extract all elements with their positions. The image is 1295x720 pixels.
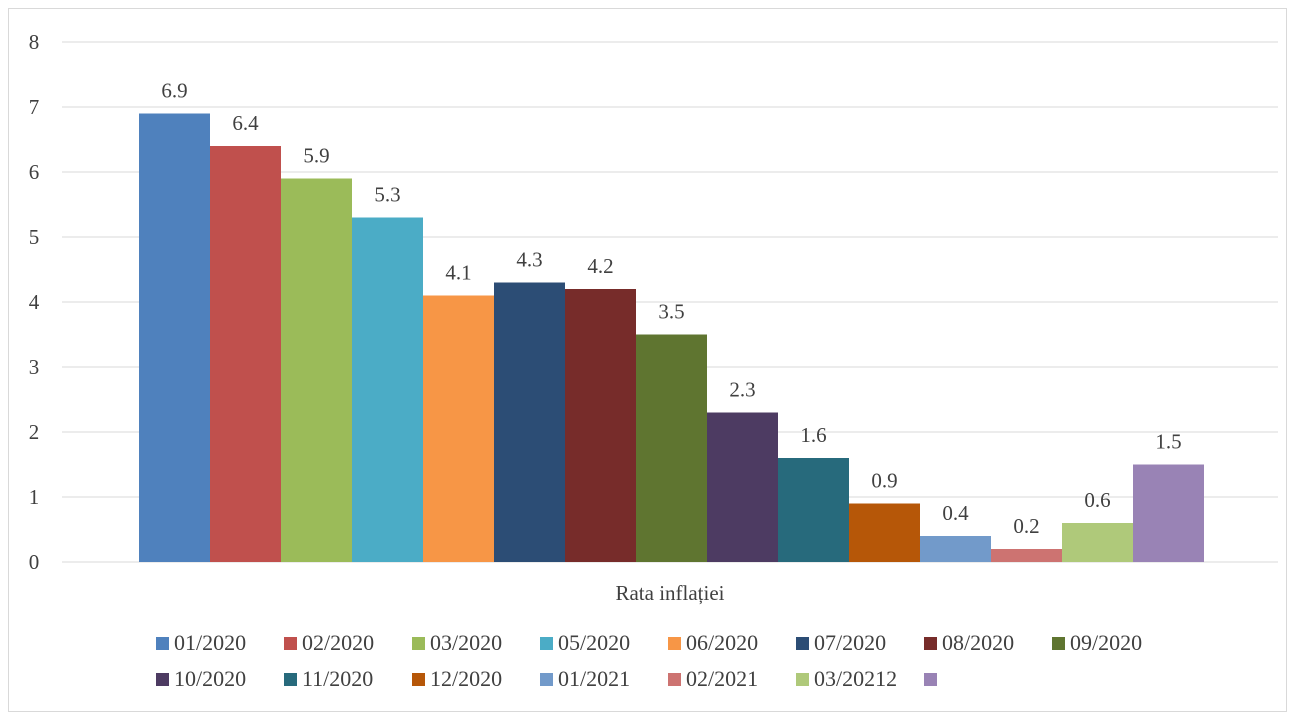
legend-item: 02/2020 <box>284 628 374 658</box>
y-tick-label: 3 <box>29 355 40 379</box>
legend-swatch <box>156 636 169 650</box>
legend-swatch <box>796 636 809 650</box>
bar <box>1062 523 1133 562</box>
legend-swatch <box>668 672 681 686</box>
legend-item: 01/2021 <box>540 664 630 694</box>
legend-label: 08/2020 <box>942 630 1015 655</box>
legend-item: 08/2020 <box>924 628 1014 658</box>
legend-swatch <box>924 636 937 650</box>
legend-item: 01/2020 <box>156 628 246 658</box>
category-label: Rata inflației <box>615 581 724 605</box>
legend-label: 03/20212 <box>814 666 898 691</box>
bar-chart: 0 1 2 3 4 5 6 7 8 6.9 6.4 5.9 5.3 4.1 4.3 4.2 3.5 2.3 1.6… <box>29 30 1278 605</box>
legend-item: 07/2020 <box>796 628 886 658</box>
y-tick-label: 2 <box>29 420 40 444</box>
legend-item: 02/2021 <box>668 664 758 694</box>
legend-item: 05/2020 <box>540 628 630 658</box>
legend-swatch <box>284 636 297 650</box>
legend-item: 12/2020 <box>412 664 502 694</box>
legend-item: 03/20212 <box>796 664 897 694</box>
bar <box>849 503 920 562</box>
data-label: 5.3 <box>374 183 400 207</box>
y-axis-ticks: 0 1 2 3 4 5 6 7 8 <box>29 30 40 574</box>
legend-swatch <box>668 636 681 650</box>
bar <box>707 412 778 562</box>
data-label: 5.9 <box>303 144 329 168</box>
bar <box>991 549 1062 562</box>
data-label: 4.3 <box>516 248 542 272</box>
legend-swatch <box>1052 636 1065 650</box>
legend-label: 11/2020 <box>302 666 374 691</box>
legend-swatch <box>156 672 169 686</box>
legend-row: 01/2020 02/2020 03/2020 05/2020 06/2020 07/20… <box>0 628 1295 658</box>
bar <box>565 289 636 562</box>
legend-label: 07/2020 <box>814 630 887 655</box>
y-tick-label: 1 <box>29 485 40 509</box>
data-label: 4.2 <box>587 254 613 278</box>
bar <box>636 334 707 562</box>
legend-swatch <box>796 672 809 686</box>
y-tick-label: 7 <box>29 95 40 119</box>
data-label: 1.6 <box>800 423 826 447</box>
bar <box>423 295 494 562</box>
legend-swatch <box>540 636 553 650</box>
legend-item: 09/2020 <box>1052 628 1142 658</box>
bar <box>778 458 849 562</box>
legend-row: 10/2020 11/2020 12/2020 01/2021 02/2021 03/20… <box>0 664 1295 694</box>
legend-label: 02/2020 <box>302 630 375 655</box>
legend-swatch <box>412 672 425 686</box>
data-label: 0.2 <box>1013 514 1039 538</box>
y-tick-label: 4 <box>29 290 40 314</box>
data-label: 0.9 <box>871 469 897 493</box>
legend-label: 03/2020 <box>430 630 503 655</box>
legend-label: 02/2021 <box>686 666 759 691</box>
data-label: 3.5 <box>658 300 684 324</box>
legend-label: 09/2020 <box>1070 630 1143 655</box>
data-label: 6.9 <box>161 79 187 103</box>
legend-label: 06/2020 <box>686 630 759 655</box>
data-labels: 6.9 6.4 5.9 5.3 4.1 4.3 4.2 3.5 2.3 1.6 0.9 0.4 0.2 0… <box>161 79 1181 539</box>
data-label: 6.4 <box>232 111 259 135</box>
legend-item: 10/2020 <box>156 664 246 694</box>
bar <box>281 178 352 562</box>
bars <box>139 113 1204 562</box>
y-tick-label: 8 <box>29 30 40 54</box>
legend-label: 01/2020 <box>174 630 247 655</box>
legend-swatch <box>412 636 425 650</box>
data-label: 0.6 <box>1084 488 1110 512</box>
legend-item: 11/2020 <box>284 664 373 694</box>
data-label: 0.4 <box>942 501 969 525</box>
y-tick-label: 6 <box>29 160 40 184</box>
bar <box>920 536 991 562</box>
data-label: 4.1 <box>445 261 471 285</box>
legend-label: 05/2020 <box>558 630 631 655</box>
bar <box>1133 464 1204 562</box>
bar <box>210 146 281 562</box>
y-tick-label: 0 <box>29 550 40 574</box>
legend-swatch <box>540 672 553 686</box>
legend-item: 03/2020 <box>412 628 502 658</box>
legend-swatch <box>284 672 297 686</box>
y-tick-label: 5 <box>29 225 40 249</box>
legend-label: 01/2021 <box>558 666 631 691</box>
legend-label: 10/2020 <box>174 666 247 691</box>
legend-swatch <box>924 672 937 686</box>
legend-label: 12/2020 <box>430 666 503 691</box>
data-label: 2.3 <box>729 378 755 402</box>
bar <box>139 113 210 562</box>
legend-item <box>924 664 942 694</box>
bar <box>352 217 423 562</box>
bar <box>494 282 565 562</box>
legend-item: 06/2020 <box>668 628 758 658</box>
data-label: 1.5 <box>1155 430 1181 454</box>
